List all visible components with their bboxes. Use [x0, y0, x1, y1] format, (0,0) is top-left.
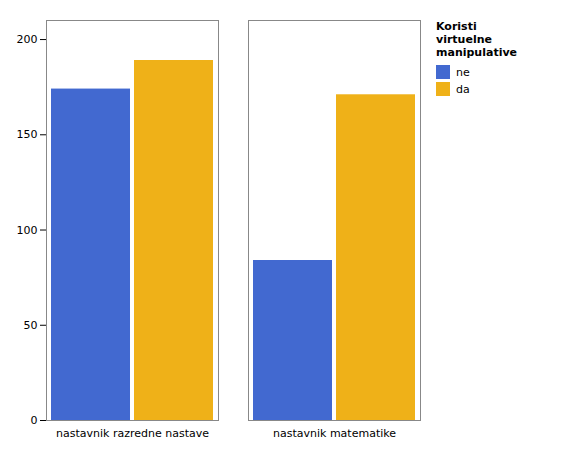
- svg-text:100: 100: [17, 224, 38, 237]
- svg-text:50: 50: [24, 319, 38, 332]
- svg-text:nastavnik matematike: nastavnik matematike: [273, 427, 396, 440]
- html-text:ne: ne: [456, 65, 470, 79]
- html-text:Koristi virtuelne manipulative: Koristi virtuelne manipulative: [436, 20, 517, 59]
- svg-text:nastavnik razredne nastave: nastavnik razredne nastave: [56, 427, 209, 440]
- svg-text:150: 150: [17, 128, 38, 141]
- svg-text:200: 200: [17, 33, 38, 46]
- svg-text:0: 0: [31, 414, 38, 427]
- html-text:da: da: [456, 82, 470, 96]
